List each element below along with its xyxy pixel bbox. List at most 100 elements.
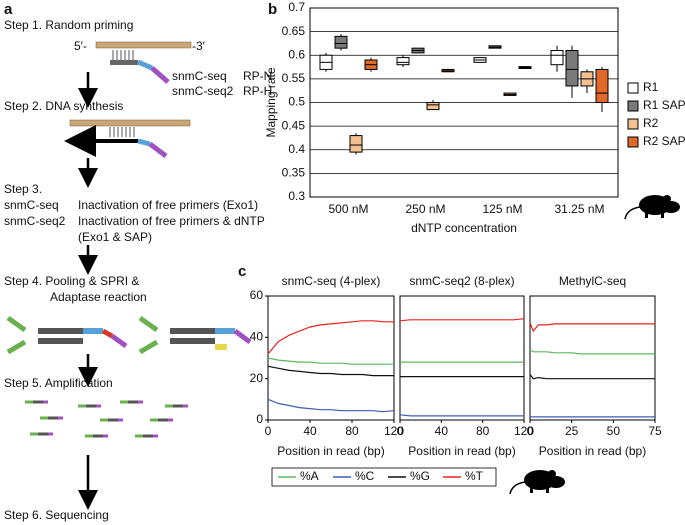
dna-strand [69, 119, 191, 127]
bases [112, 50, 134, 60]
x-tick-label: 80 [476, 424, 490, 438]
series-line [529, 374, 655, 380]
series-line [529, 349, 655, 355]
box [396, 57, 410, 66]
primer-name: RP-N [243, 69, 272, 83]
box [334, 35, 348, 49]
box [595, 68, 609, 104]
x-tick-label: 250 nM [405, 202, 445, 216]
x-tick-label: 25 [565, 424, 579, 438]
y-tick-label: 0.55 [282, 71, 306, 85]
primer [137, 138, 151, 147]
legend-label: %T [465, 469, 484, 483]
legend-label: R2 SAP [643, 134, 685, 148]
legend-label: %G [410, 469, 430, 483]
primer [110, 60, 138, 65]
box [565, 50, 579, 87]
mouse-icon [624, 194, 681, 220]
primer [137, 59, 153, 71]
step-text: Step 5. Amplification [4, 376, 113, 390]
plot-frame [309, 7, 619, 198]
legend-swatch [627, 82, 639, 94]
box [550, 50, 564, 66]
y-tick-label: 60 [250, 288, 264, 302]
legend-label: %A [300, 469, 319, 483]
x-tick-label: 120 [384, 424, 404, 438]
series-line [529, 322, 655, 333]
y-tick-label: 0.5 [288, 95, 305, 109]
x-tick-label: 0 [527, 424, 534, 438]
y-tick-label: 0.65 [282, 24, 306, 38]
x-tick-label: 120 [514, 424, 534, 438]
method: snmC-seq2 [4, 214, 66, 228]
method: snmC-seq [172, 69, 227, 83]
y-tick-label: 20 [250, 371, 264, 385]
series-line [267, 365, 394, 377]
step-text: Step 4. Pooling & SPRI & [4, 274, 139, 288]
x-axis-label: dNTP concentration [411, 221, 517, 235]
panel-label: b [268, 1, 277, 18]
x-tick-label: 125 nM [482, 202, 522, 216]
step-text: Step 3. [4, 182, 42, 196]
x-tick-label: 50 [607, 424, 621, 438]
step-text: (Exo1 & SAP) [78, 230, 152, 244]
legend-label: %C [355, 469, 375, 483]
legend-swatch [627, 100, 639, 112]
legend-swatch [627, 136, 639, 148]
step-text: Step 2. DNA synthesis [4, 99, 123, 113]
y-axis-label: Mapping rate [264, 67, 278, 137]
legend-label: R1 [643, 80, 659, 94]
panel-label: a [4, 1, 13, 18]
molecules [6, 315, 252, 355]
strand-end: -3′ [192, 39, 206, 53]
primer [150, 66, 170, 84]
amplicons [25, 400, 188, 438]
y-tick-label: 0.35 [282, 166, 306, 180]
plot-frame [529, 295, 656, 421]
chart-title: snmC-seq (4-plex) [282, 274, 381, 288]
legend-swatch [627, 118, 639, 130]
step-text: Adaptase reaction [50, 290, 147, 304]
x-tick-label: 0 [265, 424, 272, 438]
strand-end: 5′- [74, 39, 87, 53]
step-text: Step 1. Random priming [4, 18, 133, 32]
series-line [399, 318, 525, 322]
panel-label: c [238, 263, 246, 280]
x-tick-label: 40 [303, 424, 317, 438]
y-tick-label: 0.45 [282, 118, 306, 132]
x-tick-label: 40 [435, 424, 449, 438]
chart-title: snmC-seq2 (8-plex) [409, 274, 514, 288]
bases [109, 127, 135, 137]
y-tick-label: 0.6 [288, 47, 305, 61]
y-tick-label: 0.3 [288, 189, 305, 203]
x-tick-label: 500 nM [328, 202, 368, 216]
primer [148, 142, 168, 158]
y-tick-label: 40 [250, 330, 264, 344]
y-tick-label: 0.7 [288, 0, 305, 14]
x-axis-label: Position in read (bp) [408, 444, 515, 458]
x-tick-label: 0 [397, 424, 404, 438]
series-line [267, 398, 395, 413]
step-text: Step 6. Sequencing [4, 508, 109, 522]
method: snmC-seq [4, 198, 59, 212]
step-text: Inactivation of free primers & dNTP [78, 214, 265, 228]
legend-label: R1 SAP [643, 98, 685, 112]
series-line [267, 320, 394, 355]
panel-a: a Step 1. Random priming 5′- -3′ snmC-se… [4, 1, 272, 522]
step-text: Inactivation of free primers (Exo1) [78, 198, 258, 212]
x-axis-label: Position in read (bp) [277, 444, 384, 458]
x-axis-label: Position in read (bp) [539, 444, 646, 458]
box [349, 135, 363, 153]
plot-frame [267, 295, 395, 421]
x-tick-label: 31.25 nM [554, 202, 604, 216]
x-tick-label: 75 [648, 424, 662, 438]
series-line [267, 357, 394, 365]
series-line [399, 414, 524, 417]
legend-box [271, 467, 497, 487]
chart-title: MethylC-seq [559, 274, 626, 288]
y-tick-label: 0.4 [288, 142, 305, 156]
plot-frame [399, 295, 525, 421]
primer-name: RP-H [243, 84, 272, 98]
box [426, 102, 440, 111]
